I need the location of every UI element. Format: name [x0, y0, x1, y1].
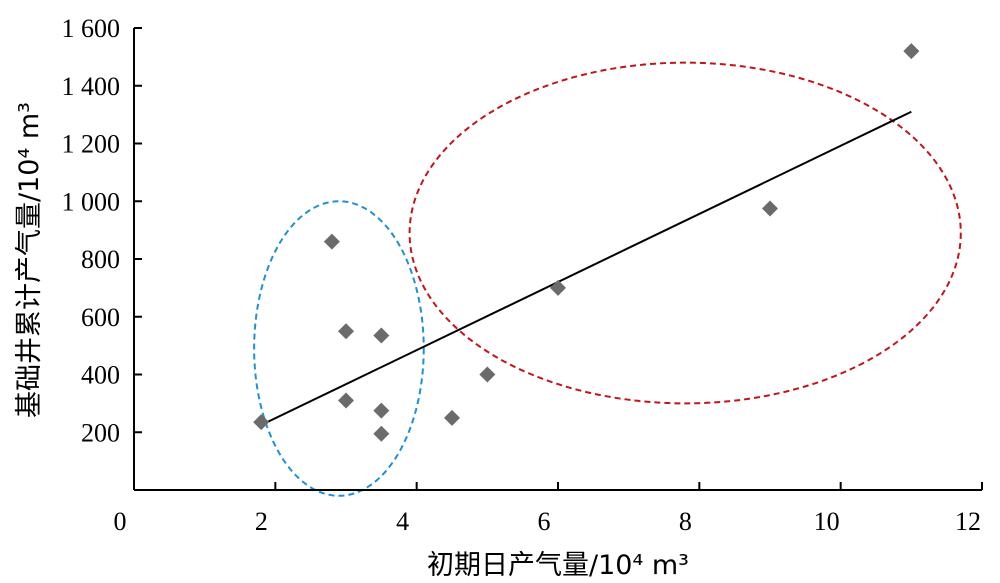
- data-point: [323, 233, 340, 250]
- y-tick-label: 400: [81, 361, 120, 390]
- x-axis-title: 初期日产气量/10⁴ m³: [427, 550, 689, 581]
- data-points: [253, 43, 920, 442]
- y-tick-label: 600: [81, 303, 120, 332]
- data-point: [903, 43, 920, 60]
- data-point: [373, 425, 390, 442]
- y-tick-label: 800: [81, 245, 120, 274]
- y-tick-label: 1 200: [62, 130, 121, 159]
- data-point: [373, 327, 390, 344]
- data-point: [550, 279, 566, 296]
- y-tick-label: 1 400: [62, 72, 121, 101]
- x-tick-label: 12: [955, 507, 981, 536]
- data-point: [338, 392, 354, 409]
- trendline: [260, 110, 912, 426]
- data-point: [338, 323, 354, 340]
- y-tick-label: 1 600: [62, 14, 121, 43]
- x-tick-label: 0: [114, 507, 127, 536]
- x-tick-label: 4: [396, 507, 409, 536]
- y-tick-label: 1 000: [62, 187, 121, 216]
- axis-ticks: 0 2 4 6 8 10 12 200 400 600 800 1 000 1 200 1 400 1 60…: [62, 14, 983, 536]
- data-point: [373, 402, 390, 419]
- y-axis-title: 基础井累计产气量/10⁴ m³: [14, 102, 45, 418]
- data-point: [444, 409, 460, 426]
- y-tick-label: 200: [81, 418, 120, 447]
- blue-dashed-ellipse: [253, 200, 425, 497]
- data-point: [253, 414, 270, 431]
- data-point: [479, 366, 496, 383]
- x-tick-label: 10: [814, 507, 840, 536]
- data-point: [762, 200, 778, 217]
- x-tick-label: 6: [538, 507, 551, 536]
- trendline-group: [260, 110, 912, 426]
- x-tick-label: 8: [679, 507, 692, 536]
- red-dashed-ellipse: [408, 61, 962, 405]
- group-ellipses: [253, 61, 962, 497]
- x-tick-label: 2: [255, 507, 268, 536]
